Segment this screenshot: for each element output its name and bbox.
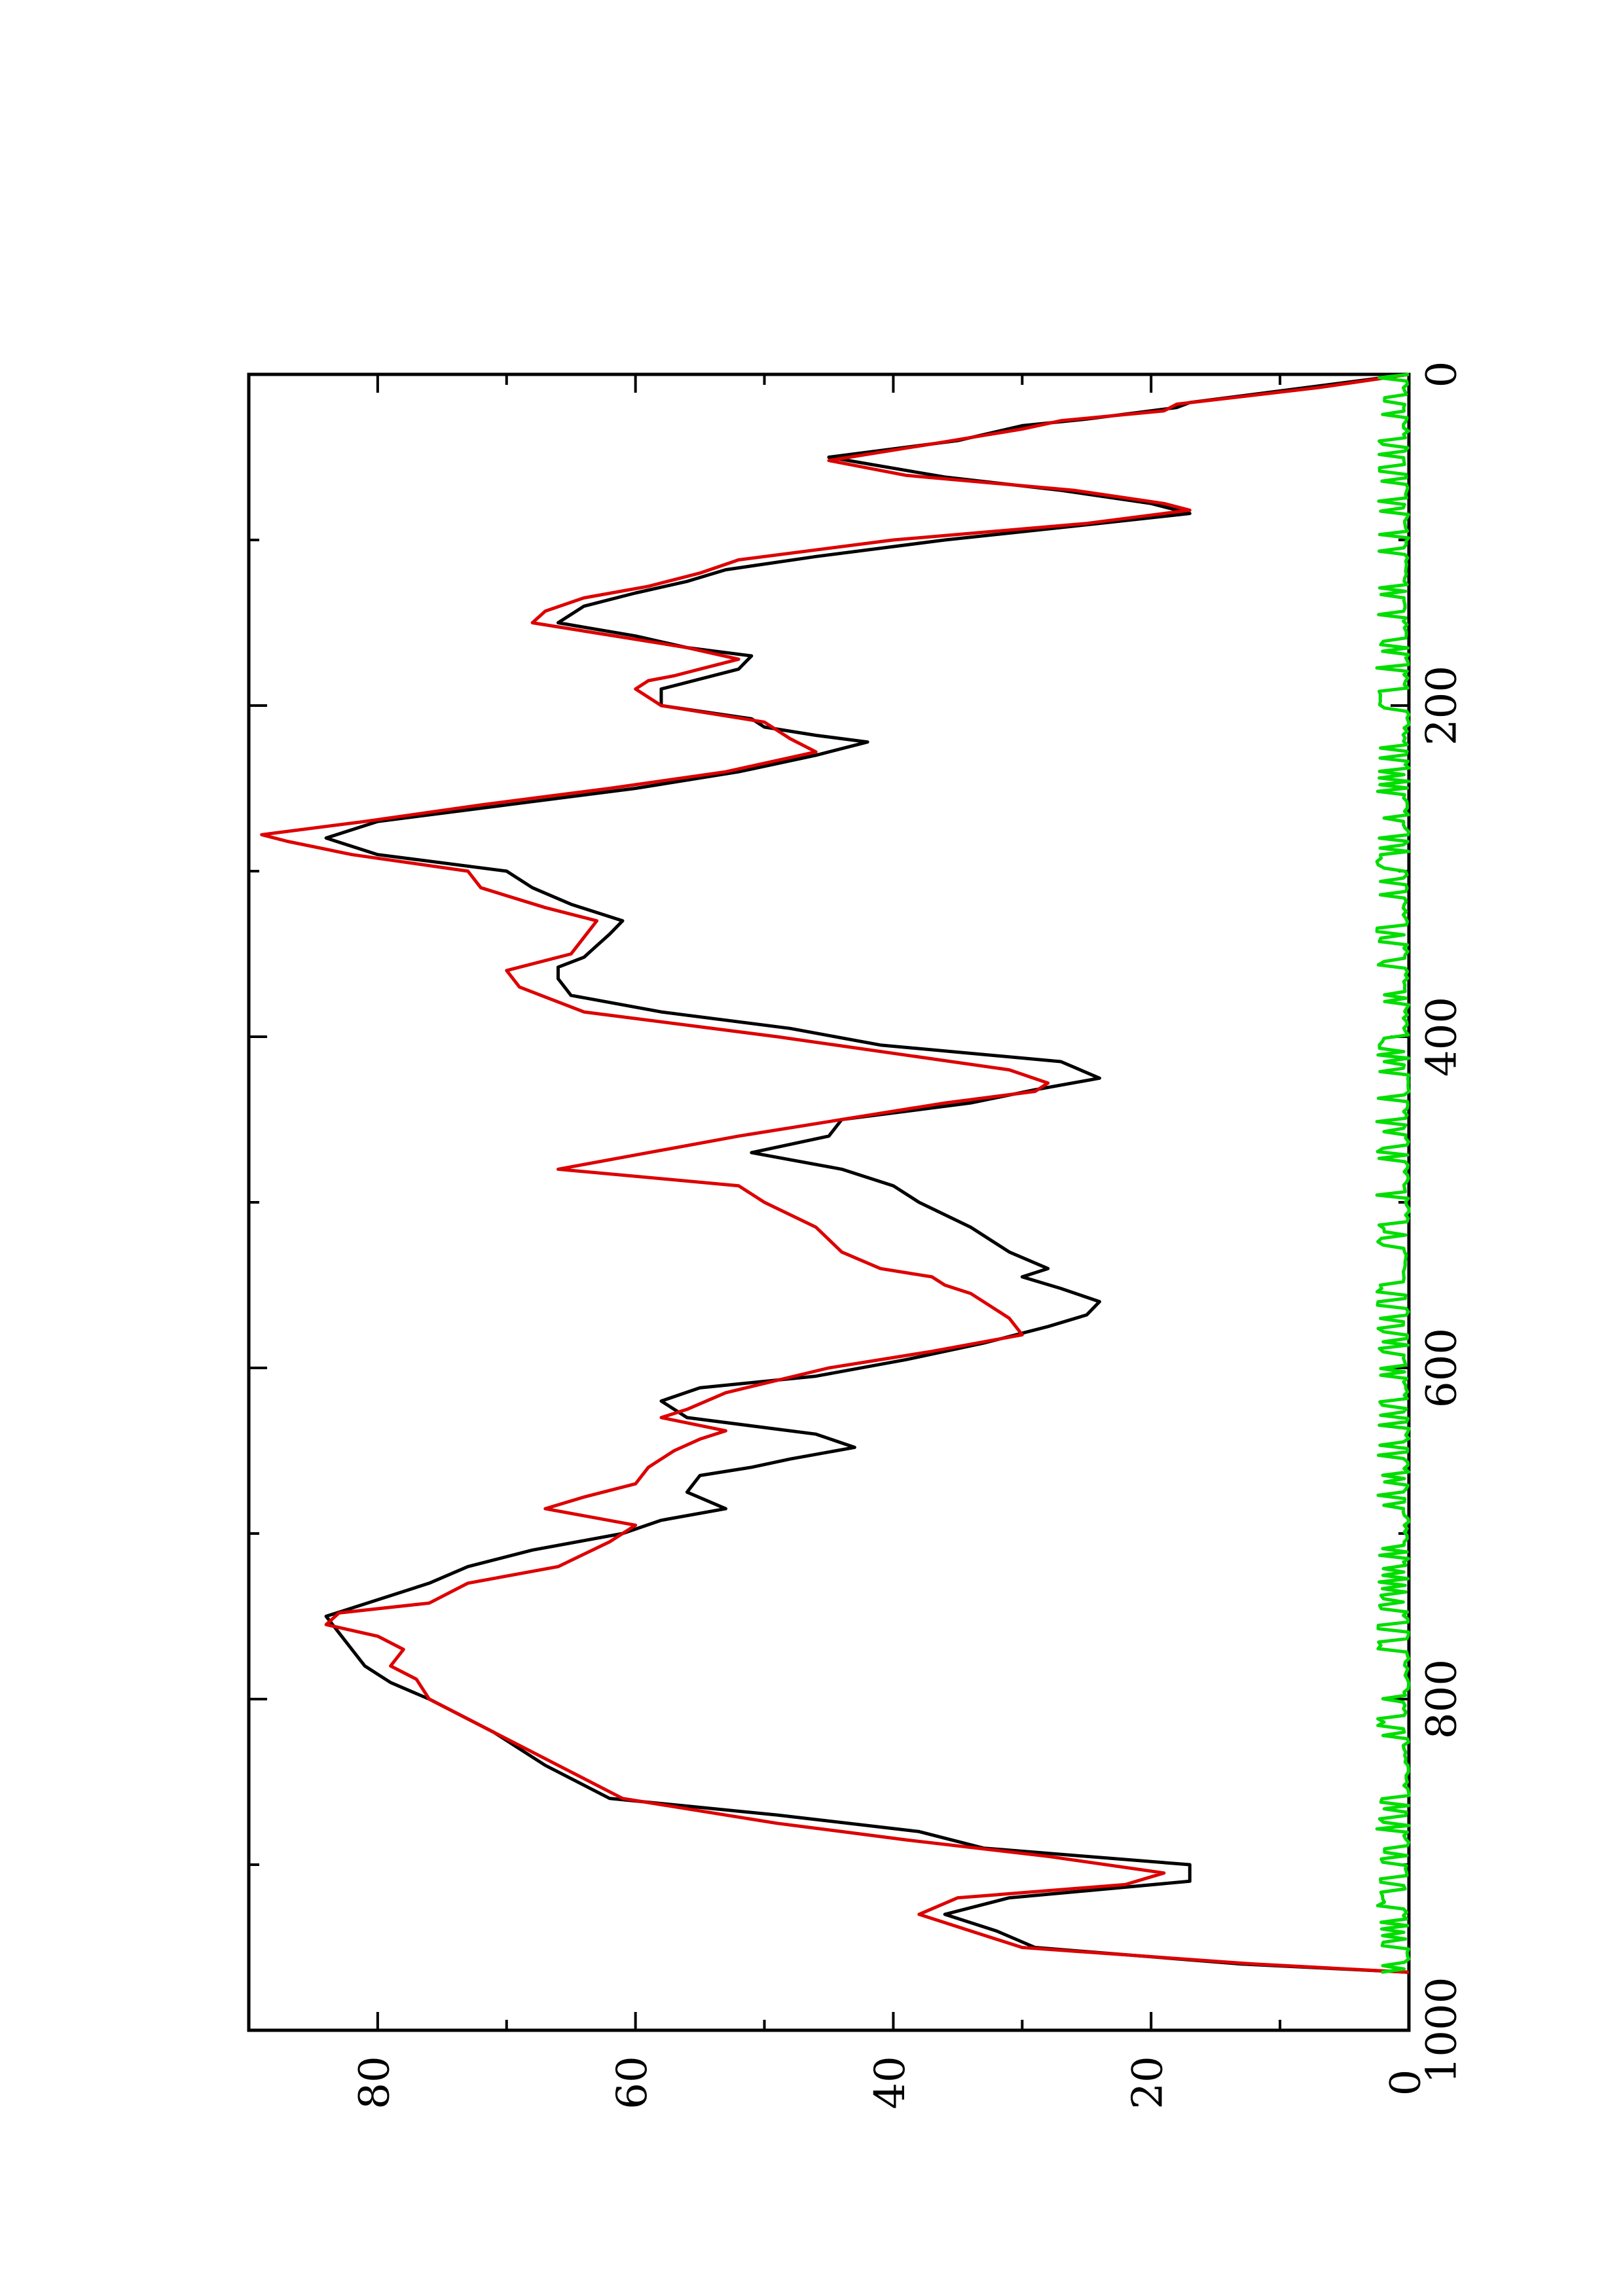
series-line-1: [324, 372, 1410, 1974]
y-tick-label: 60: [608, 2056, 657, 2109]
series-line-3: [1375, 372, 1411, 1974]
x-tick-label: 0: [1418, 361, 1467, 388]
x-tick-label: 600: [1418, 1328, 1467, 1408]
y-tick-label: 40: [866, 2056, 915, 2109]
x-tick-label: 200: [1418, 666, 1467, 745]
series-layer: [260, 372, 1411, 1974]
y-tick-label: 0: [1382, 2070, 1431, 2096]
x-tick-label: 1000: [1418, 1977, 1467, 2084]
y-tick-label: 80: [350, 2056, 399, 2109]
x-tick-label: 800: [1418, 1659, 1467, 1739]
series-line-2: [260, 372, 1410, 1974]
x-tick-label: 400: [1418, 997, 1467, 1077]
axis-ticks: [249, 373, 1410, 2032]
plot-frame: [247, 372, 1411, 2032]
y-tick-label: 20: [1124, 2056, 1173, 2109]
